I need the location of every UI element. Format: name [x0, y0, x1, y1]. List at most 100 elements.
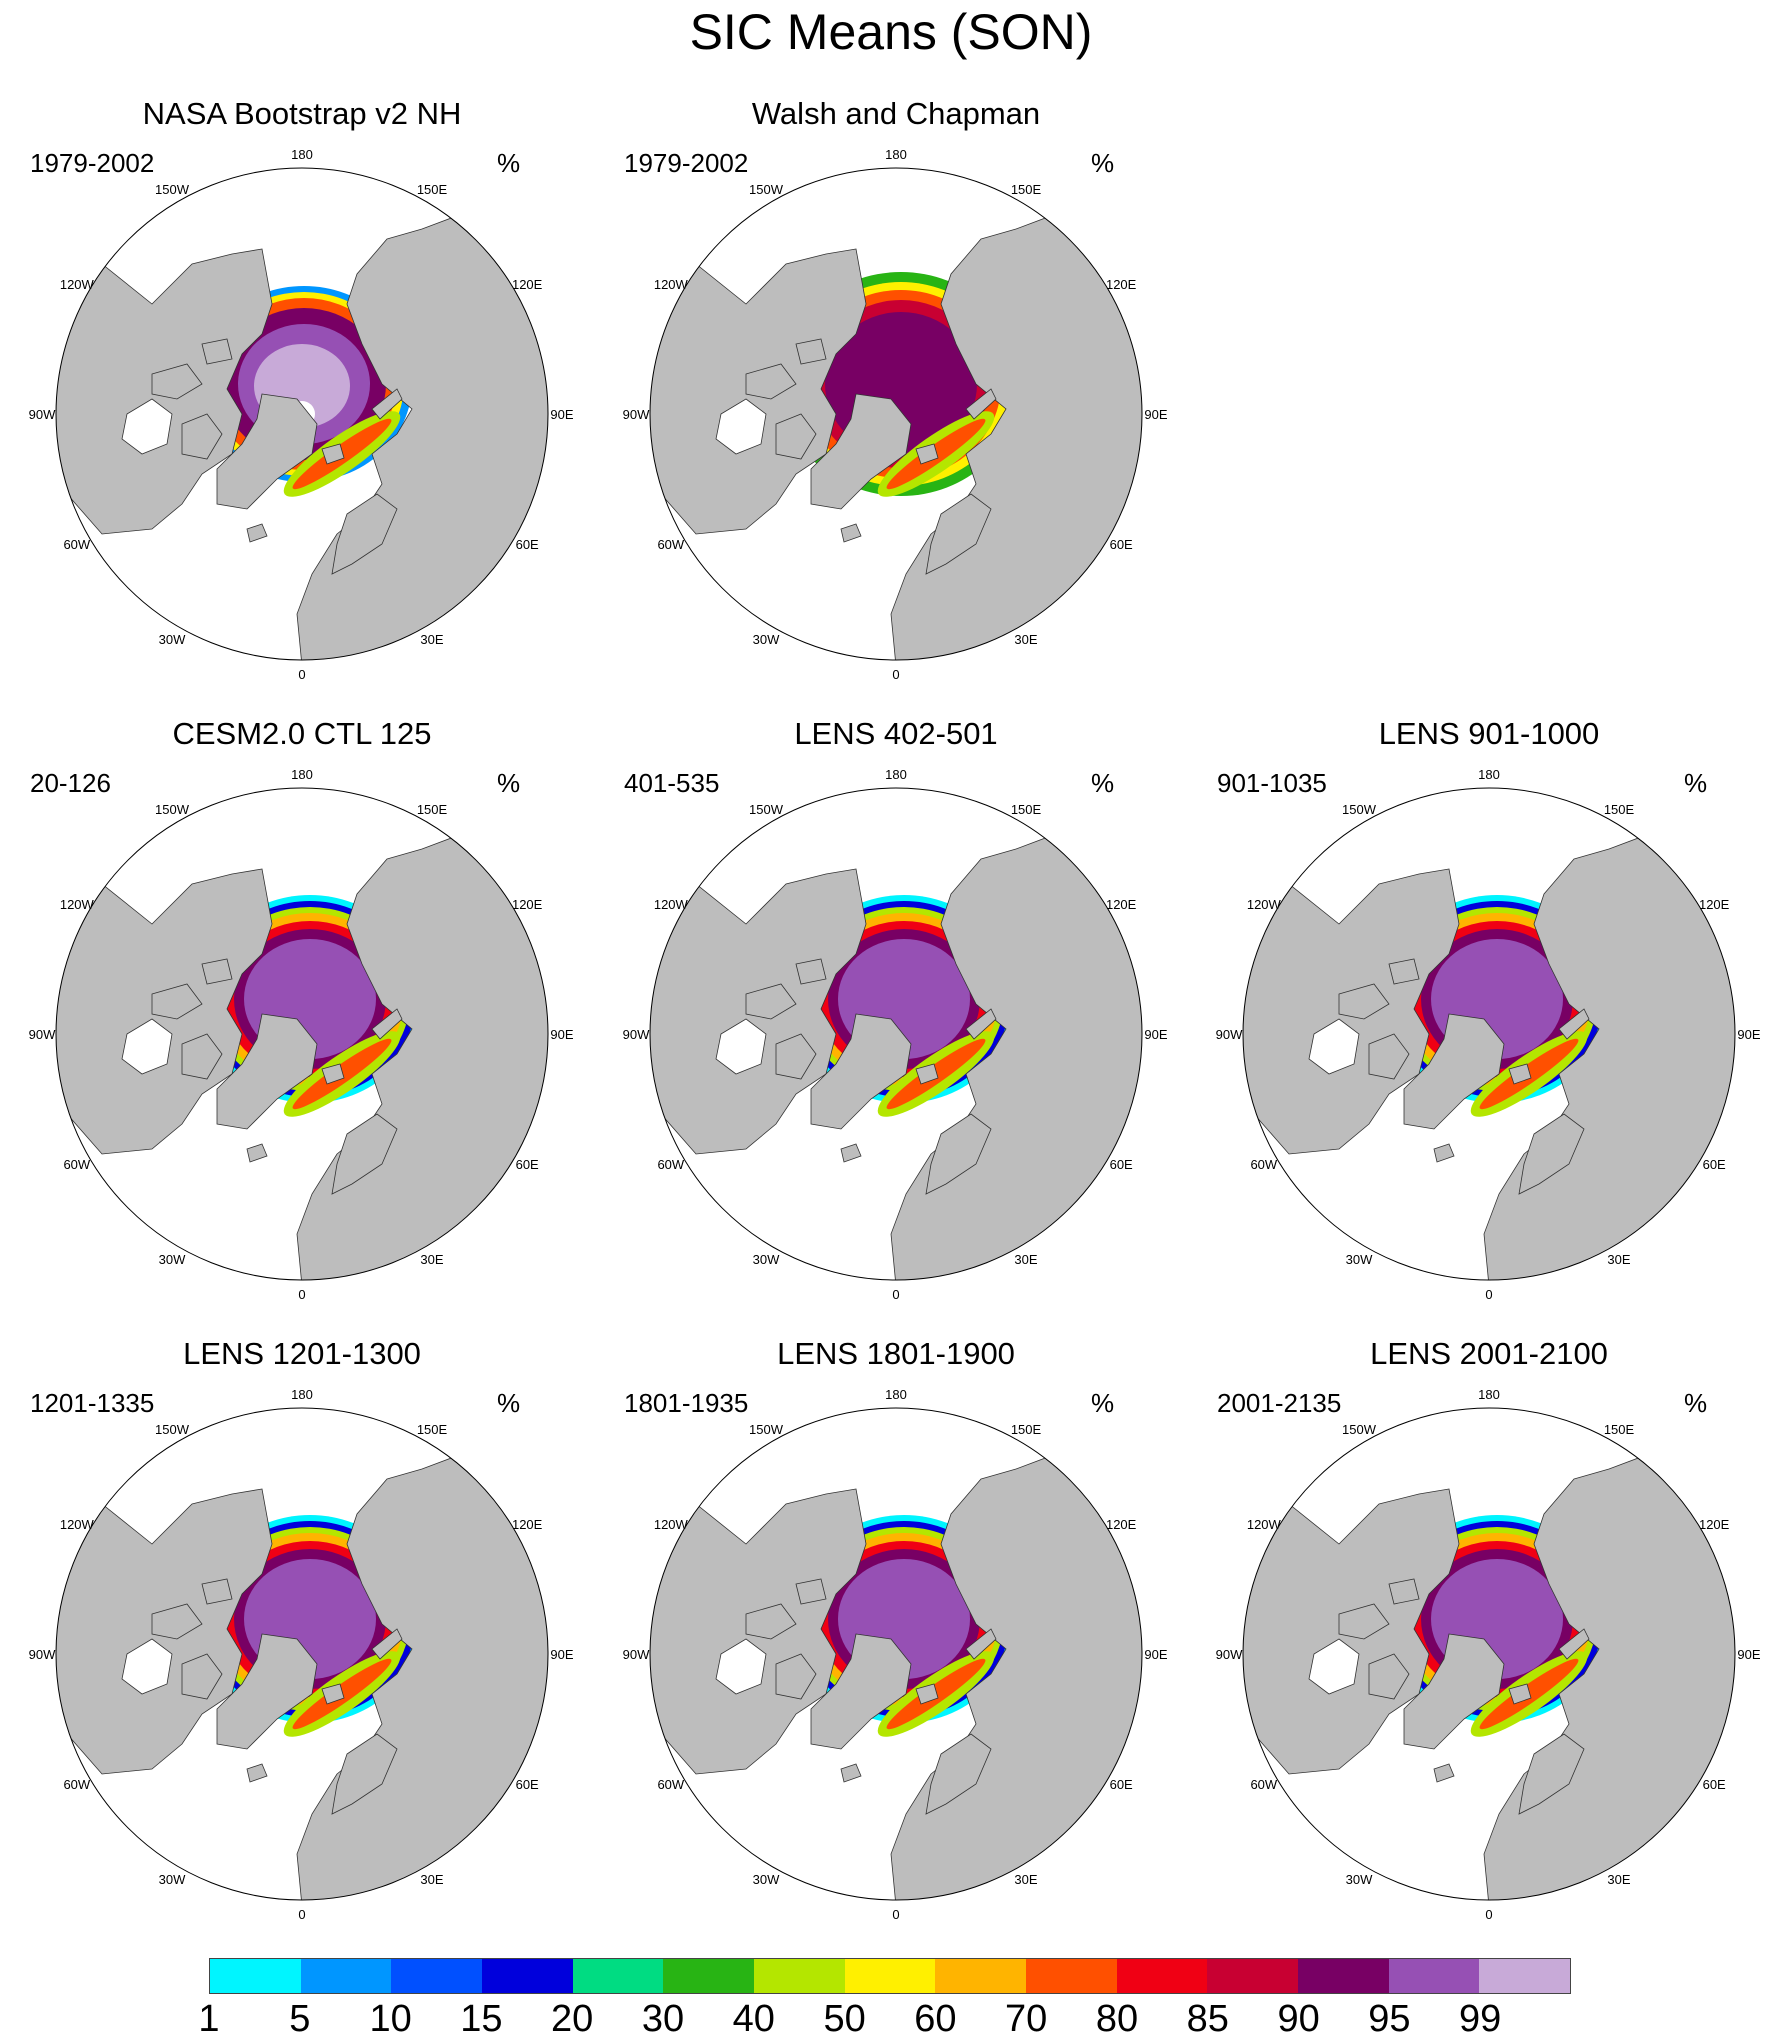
- map-boundary: [649, 167, 1143, 661]
- longitude-label: 90E: [1737, 1647, 1760, 1662]
- landmass: [775, 413, 817, 460]
- colorbar-label: 10: [369, 1998, 412, 2040]
- landmass: [201, 958, 233, 985]
- colorbar-label: 90: [1277, 1998, 1320, 2040]
- landmass: [201, 338, 233, 365]
- landmass: [181, 413, 223, 460]
- panel-lens-1201: LENS 1201-1300 1201-1335 % 180 150E 120E 90…: [22, 1336, 582, 1936]
- panel-unit: %: [1091, 148, 1115, 178]
- longitude-label: 90W: [623, 407, 650, 422]
- longitude-label: 90W: [1216, 1027, 1243, 1042]
- colorbar-label: 50: [823, 1998, 866, 2040]
- landmass: [216, 1633, 318, 1750]
- map-boundary: [649, 1407, 1143, 1901]
- landmass: [181, 1033, 223, 1080]
- panel-title: LENS 2001-2100: [1370, 1336, 1608, 1371]
- colorbar-cell: [1388, 1959, 1480, 1993]
- polar-map: 180 150E 120E 90E 60E 30E 0 30W 60W 90W 120W 150W: [616, 96, 1176, 701]
- longitude-label: 150W: [749, 802, 784, 817]
- longitude-label: 120W: [654, 897, 689, 912]
- landmass: [795, 958, 827, 985]
- landmass-layer: [650, 833, 1142, 1280]
- panel-years: 20-126: [30, 768, 111, 798]
- hudson-bay: [121, 398, 173, 455]
- longitude-label: 30W: [159, 1252, 186, 1267]
- longitude-label: 120E: [1699, 897, 1730, 912]
- longitude-label: 60E: [1703, 1777, 1726, 1792]
- longitude-label: 60W: [63, 1157, 90, 1172]
- longitude-label: 90E: [1144, 1027, 1167, 1042]
- longitude-label: 0: [892, 667, 899, 682]
- longitude-label: 30W: [1346, 1252, 1373, 1267]
- hudson-bay: [121, 1638, 173, 1695]
- landmass: [371, 388, 403, 420]
- landmass: [1508, 1683, 1532, 1705]
- landmass: [151, 983, 203, 1020]
- longitude-label: 120W: [1247, 1517, 1282, 1532]
- map-canvas: 180 150E 120E 90E 60E 30E 0 30W 60W 90W 120W 150W: [29, 147, 574, 682]
- map-canvas: 180 150E 120E 90E 60E 30E 0 30W 60W 90W 120W 150W: [623, 147, 1168, 682]
- longitude-label: 150E: [1604, 802, 1635, 817]
- panel-title: Walsh and Chapman: [751, 96, 1041, 131]
- colorbar-cell: [754, 1959, 845, 1993]
- longitude-label: 180: [885, 767, 907, 782]
- map-boundary: [649, 787, 1143, 1281]
- longitude-label: 30W: [753, 1252, 780, 1267]
- panel-years: 1979-2002: [30, 148, 155, 178]
- longitude-label: 180: [1478, 767, 1500, 782]
- panel-unit: %: [497, 148, 521, 178]
- landmass: [1558, 1008, 1590, 1040]
- longitude-label: 30E: [1014, 1252, 1037, 1267]
- landmass: [1433, 1763, 1455, 1783]
- panel-unit: %: [1684, 768, 1708, 798]
- colorbar-label: 70: [1005, 1998, 1048, 2040]
- landmass: [1388, 1578, 1420, 1605]
- colorbar-label: 30: [641, 1998, 685, 2040]
- polar-map: 180 150E 120E 90E 60E 30E 0 30W 60W 90W 120W 150W: [616, 1336, 1176, 1941]
- map-canvas: 180 150E 120E 90E 60E 30E 0 30W 60W 90W 120W 150W: [1216, 1387, 1761, 1922]
- landmass: [810, 393, 912, 510]
- landmass: [925, 1733, 992, 1815]
- longitude-label: 0: [892, 1287, 899, 1302]
- longitude-label: 120E: [512, 1517, 543, 1532]
- longitude-label: 60E: [516, 537, 539, 552]
- landmass: [371, 1628, 403, 1660]
- panel-years: 1201-1335: [30, 1388, 155, 1418]
- landmass: [331, 1113, 398, 1195]
- landmass: [246, 1143, 268, 1163]
- longitude-label: 30W: [1346, 1872, 1373, 1887]
- colorbar-label: 20: [551, 1998, 594, 2040]
- longitude-label: 60W: [1250, 1157, 1277, 1172]
- longitude-label: 90E: [1737, 1027, 1760, 1042]
- longitude-label: 90E: [550, 1027, 573, 1042]
- longitude-label: 180: [1478, 1387, 1500, 1402]
- colorbar-label: 5: [289, 1998, 311, 2040]
- panel-lens-402: LENS 402-501 401-535 % 180 150E 120E 90E 60E…: [616, 716, 1176, 1316]
- panel-title: LENS 901-1000: [1378, 716, 1600, 751]
- landmass: [201, 1578, 233, 1605]
- panel-title: CESM2.0 CTL 125: [172, 716, 432, 751]
- polar-map: 180 150E 120E 90E 60E 30E 0 30W 60W 90W 120W 150W: [1209, 716, 1769, 1321]
- colorbar-cell: [844, 1959, 936, 1993]
- polar-map: 180 150E 120E 90E 60E 30E 0 30W 60W 90W 120W 150W: [1209, 1336, 1769, 1941]
- landmass: [915, 443, 939, 465]
- longitude-label: 60W: [657, 537, 684, 552]
- landmass: [1508, 1063, 1532, 1085]
- panel-title: NASA Bootstrap v2 NH: [142, 96, 462, 131]
- longitude-label: 60E: [516, 1777, 539, 1792]
- landmass: [745, 1603, 797, 1640]
- colorbar-cell: [300, 1959, 392, 1993]
- panel-title: LENS 402-501: [794, 716, 998, 751]
- longitude-label: 120E: [1106, 1517, 1137, 1532]
- longitude-label: 30E: [1607, 1872, 1630, 1887]
- panel-lens-1801: LENS 1801-1900 1801-1935 % 180 150E 120E 90…: [616, 1336, 1176, 1936]
- landmass-layer: [650, 213, 1142, 660]
- landmass: [1558, 1628, 1590, 1660]
- landmass: [965, 1008, 997, 1040]
- figure-title: SIC Means (SON): [689, 4, 1093, 60]
- landmass: [216, 1013, 318, 1130]
- longitude-label: 150E: [1011, 802, 1042, 817]
- longitude-label: 60W: [657, 1777, 684, 1792]
- landmass: [775, 1033, 817, 1080]
- landmass: [840, 1763, 862, 1783]
